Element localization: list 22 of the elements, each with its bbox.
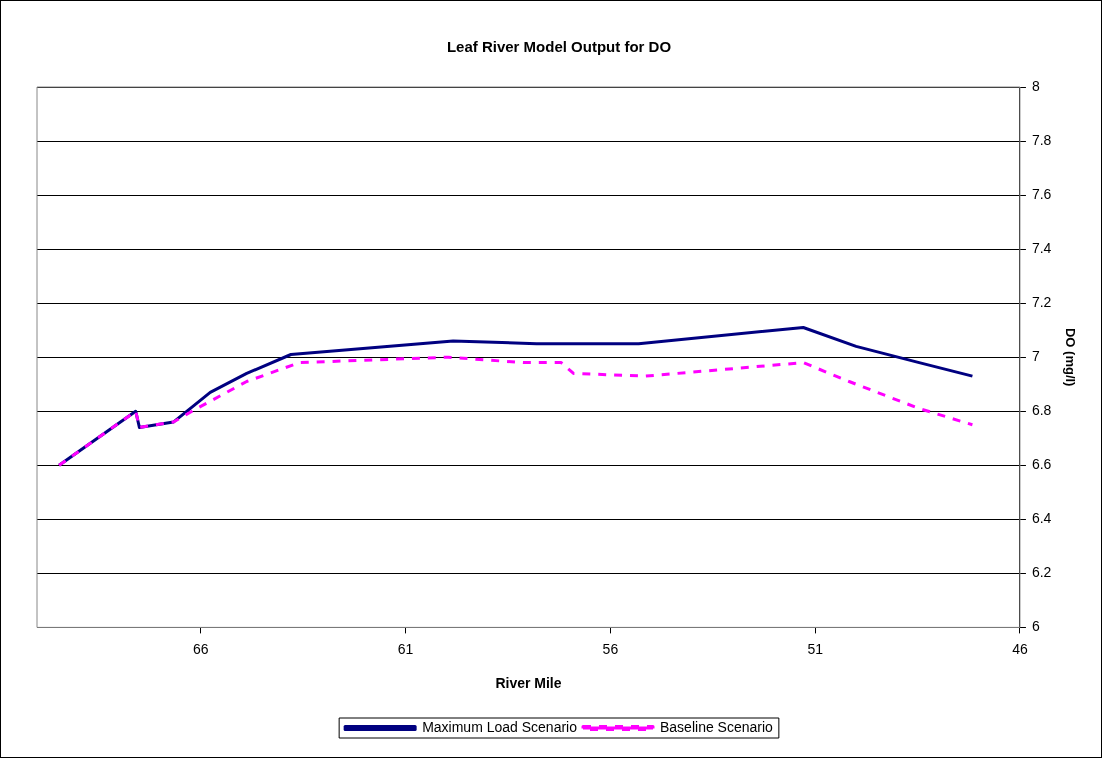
- legend-label: Baseline Scenario: [660, 718, 774, 735]
- x-tick-label: 46: [1012, 640, 1028, 657]
- line-series: [57, 355, 974, 467]
- y-tick-label: 7.8: [1031, 131, 1052, 148]
- y-tick-label: 6.8: [1031, 402, 1052, 419]
- y-tick-label: 7: [1031, 348, 1040, 365]
- x-axis-title: River Mile: [495, 675, 562, 692]
- y-tick-label: 6.4: [1031, 510, 1052, 527]
- chart-title: Leaf River Model Output for DO: [446, 38, 672, 56]
- x-tick-label: 61: [397, 640, 414, 657]
- y-tick-label: 6.2: [1031, 564, 1052, 581]
- y-axis-title: DO (mg/l): [1062, 327, 1078, 387]
- y-tick-label: 7.6: [1031, 185, 1052, 202]
- x-tick-label: 56: [602, 640, 619, 657]
- y-tick-label: 7.4: [1031, 239, 1052, 256]
- x-tick-label: 51: [807, 640, 824, 657]
- legend-label: Maximum Load Scenario: [422, 718, 578, 735]
- x-tick-label: 66: [193, 640, 209, 657]
- y-tick-label: 6.6: [1031, 456, 1052, 473]
- y-tick-label: 6: [1031, 618, 1040, 635]
- y-tick-label: 8: [1031, 77, 1040, 94]
- y-tick-label: 7.2: [1031, 294, 1052, 311]
